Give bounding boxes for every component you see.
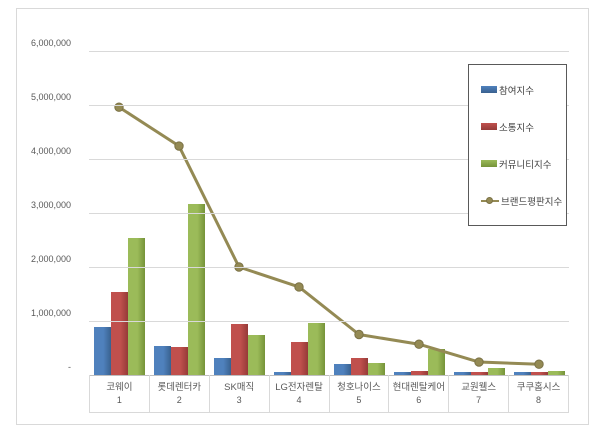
legend-label: 브랜드평판지수 xyxy=(501,196,563,208)
bar-series-1-category-3 xyxy=(230,323,248,375)
category-name: 청호나이스 xyxy=(337,381,381,393)
y-axis-tick-label: 5,000,000 xyxy=(30,92,71,102)
gridline xyxy=(89,267,569,268)
y-axis-tick-label: 1,000,000 xyxy=(30,308,71,318)
line-marker-8 xyxy=(534,359,544,369)
category-name: 롯데렌터카 xyxy=(157,381,202,393)
line-marker-5 xyxy=(354,329,364,340)
bar-series-2-category-7 xyxy=(487,367,505,375)
category-rank: 3 xyxy=(236,394,242,405)
category-name: 현대렌탈케어 xyxy=(392,381,446,393)
bar-series-0-category-3 xyxy=(213,358,231,375)
y-axis-tick-label: - xyxy=(68,362,71,372)
line-marker-7 xyxy=(474,357,484,367)
bar-series-2-category-3 xyxy=(247,335,265,375)
bar-series-0-category-4 xyxy=(273,372,291,375)
category-name: 교원웰스 xyxy=(461,381,497,393)
bar-series-1-category-8 xyxy=(530,372,548,375)
bar-series-2-category-2 xyxy=(187,204,205,375)
bar-series-1-category-1 xyxy=(110,291,128,375)
brand-index-line-layer xyxy=(114,102,544,369)
bar-group-7 xyxy=(449,51,509,375)
category-rank: 4 xyxy=(296,394,302,405)
bar-group-8 xyxy=(509,51,569,375)
legend-item-1: 참여지수 xyxy=(481,83,562,97)
bar-series-0-category-1 xyxy=(93,327,111,375)
category-name: 쿠쿠홈시스 xyxy=(516,381,561,393)
bar-series-0-category-8 xyxy=(513,371,531,375)
category-cell-1: 코웨이 1 xyxy=(89,375,149,412)
bar-series-1-category-7 xyxy=(470,372,488,375)
category-name: SK매직 xyxy=(224,381,255,393)
category-cell-7: 교원웰스 7 xyxy=(448,375,508,412)
bar-series-1-category-4 xyxy=(290,342,308,375)
category-name: 코웨이 xyxy=(106,381,133,393)
legend-label: 참여지수 xyxy=(499,85,534,97)
legend-line-marker-icon xyxy=(481,196,499,205)
y-axis-tick-label: 3,000,000 xyxy=(30,200,71,210)
line-marker-4 xyxy=(294,282,304,292)
legend-bar-swatch-icon xyxy=(481,86,497,93)
bar-series-1-category-6 xyxy=(410,370,428,375)
bar-group-3 xyxy=(209,51,269,375)
y-axis-tick-label: 2,000,000 xyxy=(30,254,71,264)
category-cell-2: 롯데렌터카 2 xyxy=(148,375,209,412)
y-axis-tick-label: 6,000,000 xyxy=(30,38,71,48)
gridline xyxy=(89,321,569,322)
legend-label: 소통지수 xyxy=(499,122,534,134)
bar-series-0-category-5 xyxy=(333,363,351,375)
legend-label: 커뮤니티지수 xyxy=(499,159,552,171)
category-rank: 1 xyxy=(116,394,122,405)
bar-series-2-category-4 xyxy=(307,322,325,375)
gridline xyxy=(89,105,569,106)
bar-series-layer xyxy=(89,51,569,375)
legend-bar-swatch-icon xyxy=(481,123,497,130)
bar-series-0-category-6 xyxy=(393,371,411,375)
legend-item-2: 소통지수 xyxy=(481,120,562,134)
bar-series-2-category-5 xyxy=(367,363,385,375)
category-rank: 8 xyxy=(536,394,542,405)
bar-series-1-category-5 xyxy=(350,357,368,375)
plot-area xyxy=(89,51,569,376)
chart-frame: 6,000,000 5,000,000 4,000,000 3,000,000 2,00… xyxy=(16,8,589,425)
y-axis-tick-label: 4,000,000 xyxy=(30,146,71,156)
legend-item-3: 커뮤니티지수 xyxy=(481,157,562,171)
line-marker-6 xyxy=(414,339,424,349)
bar-series-1-category-2 xyxy=(170,347,188,375)
category-rank: 7 xyxy=(476,394,482,405)
category-cell-3: SK매직 3 xyxy=(208,375,269,412)
bar-group-2 xyxy=(149,51,209,375)
bar-series-2-category-8 xyxy=(547,370,565,375)
category-name: LG전자렌탈 xyxy=(275,381,323,393)
bar-group-4 xyxy=(269,51,329,375)
line-marker-2 xyxy=(174,141,184,151)
category-rank: 2 xyxy=(176,394,182,405)
bar-series-2-category-1 xyxy=(127,238,145,375)
category-cell-8: 쿠쿠홈시스 8 xyxy=(508,375,569,412)
gridline xyxy=(89,213,569,214)
category-cell-5: 청호나이스 5 xyxy=(328,375,389,412)
gridline xyxy=(89,159,569,160)
category-cell-4: LG전자렌탈 4 xyxy=(268,375,329,412)
bar-series-0-category-7 xyxy=(453,371,471,375)
legend-item-4: 브랜드평판지수 xyxy=(481,194,562,208)
bar-series-2-category-6 xyxy=(427,349,445,375)
legend-bar-swatch-icon xyxy=(481,160,497,167)
category-rank: 6 xyxy=(416,394,422,405)
bar-group-5 xyxy=(329,51,389,375)
brand-index-line xyxy=(118,105,540,366)
bar-series-0-category-2 xyxy=(153,345,171,375)
gridline xyxy=(89,51,569,52)
category-rank: 5 xyxy=(356,394,362,405)
x-axis-category-table: 코웨이 1 롯데렌터카 2 SK매직 3 LG전자렌탈 4 청호나이스 5 현대렌탈케어 6 교원웰스 7… xyxy=(89,375,569,413)
bar-group-6 xyxy=(389,51,449,375)
bar-group-1 xyxy=(89,51,149,375)
category-cell-6: 현대렌탈케어 6 xyxy=(388,375,448,412)
